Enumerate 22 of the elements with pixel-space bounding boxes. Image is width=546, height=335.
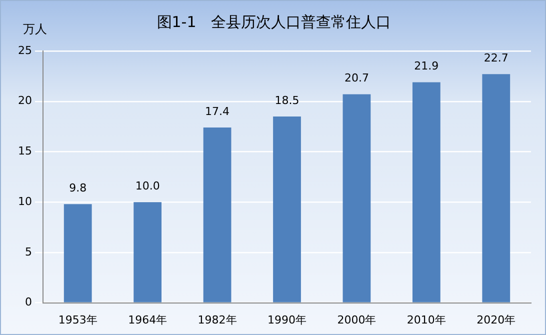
y-tick-label: 0 (24, 296, 32, 309)
y-tick-label: 5 (24, 245, 32, 258)
x-tick-label: 1990年 (268, 313, 306, 326)
data-label: 21.9 (414, 60, 439, 73)
x-tick-label: 2020年 (476, 313, 516, 326)
x-tick-label: 1964年 (128, 313, 168, 326)
y-tick-label: 15 (18, 144, 32, 158)
chart-title: 图1-1 全县历次人口普查常住人口 (156, 13, 392, 31)
x-tick-label: 1953年 (58, 313, 98, 326)
data-label: 22.7 (484, 52, 508, 65)
data-label: 18.5 (274, 94, 300, 107)
x-tick-label: 2010年 (406, 313, 446, 326)
data-label: 10.0 (135, 179, 160, 192)
x-tick-label: 1982年 (198, 313, 237, 326)
x-tick-label: 2000年 (337, 313, 376, 326)
y-axis-title: 万人 (23, 21, 47, 38)
y-tick-label: 10 (18, 194, 32, 208)
y-tick-label: 20 (18, 94, 32, 108)
data-label: 17.4 (205, 104, 230, 118)
y-tick-label: 25 (18, 44, 32, 57)
data-label: 9.8 (69, 181, 87, 194)
data-label: 20.7 (344, 72, 369, 85)
